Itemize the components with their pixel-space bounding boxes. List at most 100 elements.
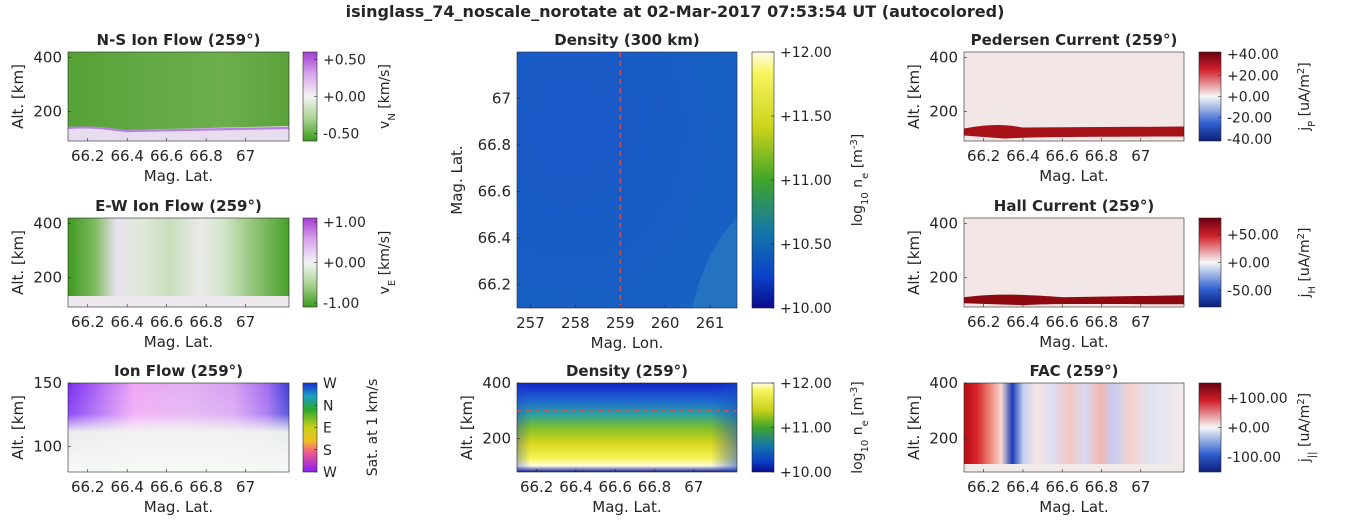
panel-density-300km: Density (300 km) 257 258 259 260 261 Mag. Lon.… (448, 31, 871, 352)
colorbar-gradient (751, 382, 775, 473)
x-tick-label: 66.8 (189, 147, 222, 165)
panel-ew-ion-flow: E-W Ion Flow (259°) 66.2 66.4 66.6 66.8 67 Mag… (9, 197, 398, 351)
panel-ion-flow: Ion Flow (259°) 66.2 66.4 66.6 66.8 67 Mag. La… (9, 362, 381, 516)
x-tick-label: 66.6 (1046, 313, 1079, 331)
colorbar-tick-label: -20.00 (1227, 111, 1272, 127)
x-tick-label: 261 (696, 314, 725, 332)
x-tick-label: 66.4 (110, 478, 143, 496)
panel-hall-current: Hall Current (259°) 66.2 66.4 66.6 66.8 67 Mag… (905, 197, 1318, 351)
y-tick-label: 200 (929, 102, 958, 120)
x-tick-label: 67 (1131, 478, 1150, 496)
colorbar-tick-label: +100.00 (1227, 391, 1288, 407)
colorbar-gradient (1198, 217, 1222, 308)
x-tick-label: 66.4 (110, 147, 143, 165)
colorbar: +100.00 +0.00 -100.00 j|| [uA/m2] (1198, 382, 1318, 473)
y-axis-label: Alt. [km] (905, 230, 923, 295)
colorbar: +1.00 +0.00 -1.00 vE [km/s] (302, 215, 398, 312)
colorbar-tick-label: +20.00 (1227, 68, 1279, 84)
x-tick-label: 66.8 (638, 478, 671, 496)
y-tick-label: 400 (929, 48, 958, 66)
y-tick-label: 200 (929, 268, 958, 286)
y-axis-label: Alt. [km] (905, 395, 923, 460)
colorbar-label: j|| [uA/m2] (1296, 393, 1318, 463)
y-tick-label: 67 (492, 90, 511, 108)
y-tick-label: 400 (929, 214, 958, 232)
low-altitude-band (964, 464, 1184, 472)
colorbar-gradient (1198, 51, 1222, 142)
low-altitude-streak (67, 126, 290, 133)
panel-pedersen-current: Pedersen Current (259°) 66.2 66.4 66.6 66.8 6… (905, 31, 1318, 185)
y-tick-label: 400 (929, 374, 958, 392)
x-axis-label: Mag. Lat. (1039, 333, 1108, 351)
x-axis-label: Mag. Lat. (1039, 498, 1108, 516)
colorbar-tick-label: -100.00 (1227, 450, 1281, 466)
x-axis-label: Mag. Lon. (591, 334, 664, 352)
x-tick-label: 66.2 (71, 147, 104, 165)
colorbar-tick-label: -1.00 (323, 296, 359, 312)
colorbar-tick-label: +40.00 (1227, 47, 1279, 63)
x-tick-label: 66.2 (71, 478, 104, 496)
x-tick-label: 258 (561, 314, 590, 332)
panel-density-259: Density (259°) 66.2 66.4 66.6 66.8 67 Mag. Lat… (458, 362, 871, 516)
x-tick-label: 67 (236, 478, 255, 496)
x-tick-label: 66.2 (967, 147, 1000, 165)
colorbar-tick-label: +1.00 (323, 215, 366, 231)
heatmap-fill (964, 218, 1184, 307)
x-tick-label: 66.4 (559, 478, 592, 496)
panel-ns-ion-flow: N-S Ion Flow (259°) 66.2 66.4 66.6 66.8 67 Mag… (9, 31, 398, 185)
colorbar-tick-label: +11.00 (780, 421, 832, 437)
x-tick-label: 67 (1131, 313, 1150, 331)
colorbar-tick-label: W (323, 465, 337, 481)
colorbar-label: jP [uA/m2] (1296, 62, 1318, 131)
y-axis-label: Alt. [km] (905, 64, 923, 129)
x-tick-label: 66.6 (1046, 478, 1079, 496)
colorbar-label: vE [km/s] (377, 231, 398, 295)
colorbar-tick-label: +11.00 (780, 173, 832, 189)
panel-title: Hall Current (259°) (994, 197, 1154, 215)
colorbar: +40.00 +20.00 +0.00 -20.00 -40.00 jP [uA/m2] (1198, 47, 1318, 148)
x-axis-label: Mag. Lat. (144, 333, 213, 351)
x-tick-label: 257 (516, 314, 545, 332)
colorbar-tick-label: +12.00 (780, 376, 832, 392)
x-axis-label: Mag. Lat. (144, 167, 213, 185)
colorbar-gradient (1198, 382, 1222, 473)
heatmap-lobe (692, 218, 737, 308)
x-tick-label: 66.8 (1085, 478, 1118, 496)
heatmap-fill (517, 52, 737, 308)
axes-frame (963, 51, 1185, 142)
colorbar-tick-label: N (323, 398, 333, 414)
y-tick-label: 66.4 (478, 229, 511, 247)
x-tick-label: 66.6 (150, 478, 183, 496)
colorbar-tick-label: +0.00 (1227, 256, 1270, 272)
x-tick-label: 66.4 (1006, 313, 1039, 331)
x-tick-label: 66.6 (599, 478, 632, 496)
colorbar-tick-label: +10.00 (780, 465, 832, 481)
colorbar-label: log10 ne [m-3] (849, 134, 871, 227)
heatmap-fade (68, 383, 289, 472)
axes-frame (963, 217, 1185, 308)
y-tick-label: 400 (33, 214, 62, 232)
x-tick-label: 66.6 (150, 147, 183, 165)
x-tick-label: 66.6 (1046, 147, 1079, 165)
panel-fac: FAC (259°) 66.2 66.4 66.6 66.8 67 Mag. Lat. 200… (905, 362, 1318, 516)
x-tick-label: 66.2 (71, 313, 104, 331)
panel-title: Ion Flow (259°) (114, 362, 243, 380)
y-tick-label: 100 (33, 438, 62, 456)
x-tick-label: 66.8 (189, 478, 222, 496)
y-tick-label: 400 (33, 48, 62, 66)
colorbar-tick-label: E (323, 421, 332, 437)
colorbar-tick-label: S (323, 443, 332, 459)
y-tick-label: 66.6 (478, 183, 511, 201)
colorbar-tick-label: +12.00 (780, 45, 832, 61)
y-tick-label: 200 (482, 430, 511, 448)
x-tick-label: 66.4 (1006, 147, 1039, 165)
x-tick-label: 67 (684, 478, 703, 496)
colorbar: +12.00 +11.00 +10.00 log10 ne [m-3] (751, 376, 871, 481)
x-tick-label: 66.6 (150, 313, 183, 331)
y-tick-label: 66.2 (478, 276, 511, 294)
y-tick-label: 150 (33, 374, 62, 392)
colorbar-tick-label: -40.00 (1227, 132, 1272, 148)
colorbar-label: log10 ne [m-3] (849, 381, 871, 474)
